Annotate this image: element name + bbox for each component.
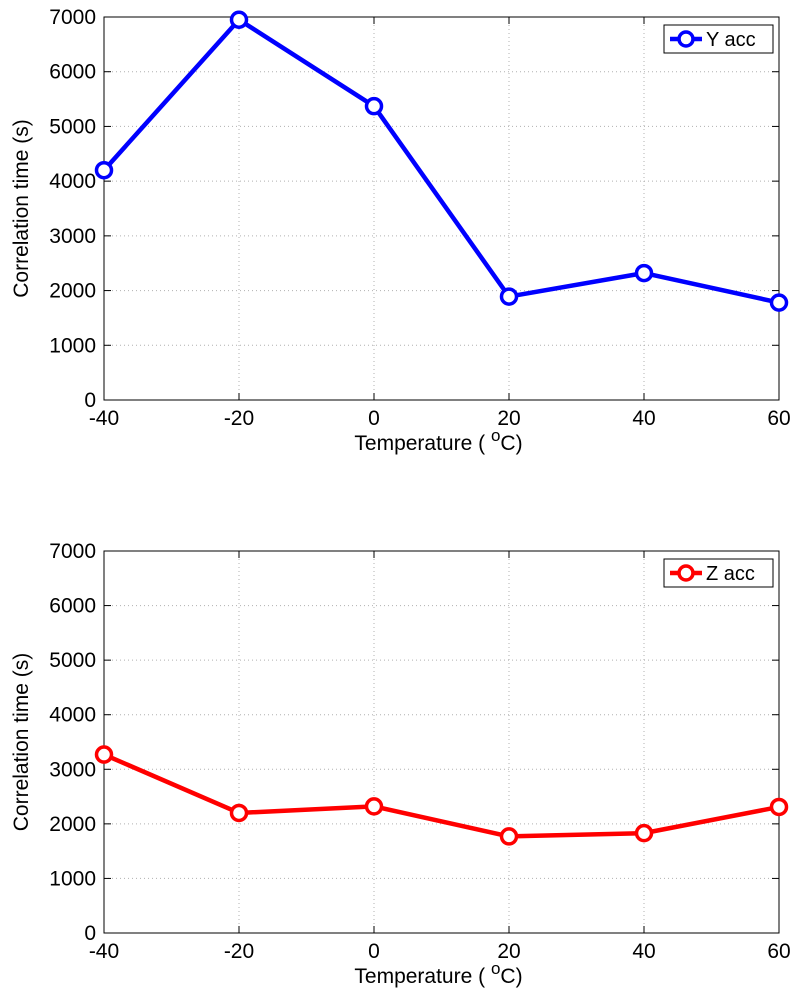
x-tick-label: -20: [224, 940, 254, 963]
legend-label: Y acc: [706, 29, 756, 51]
y-tick-label: 6000: [49, 595, 96, 618]
x-tick-label: 40: [632, 407, 655, 430]
data-point: [634, 823, 654, 843]
data-point: [499, 827, 519, 846]
legend: Z acc: [663, 558, 774, 588]
y-tick-label: 1000: [49, 867, 96, 890]
data-point: [364, 797, 384, 816]
y-tick-label: 4000: [49, 704, 96, 727]
data-point: [229, 10, 249, 29]
y-tick-label: 3000: [49, 758, 96, 781]
y-tick-label: 0: [84, 922, 96, 945]
y-tick-label: 2000: [49, 813, 96, 836]
y-tick-label: 6000: [49, 61, 96, 84]
data-point: [94, 745, 114, 764]
x-tick-label: 20: [497, 940, 520, 963]
chart-panel-1: -40 -20 0 20 40 60 0 1000 2000 3000 4000 5000 6000 70…: [10, 6, 791, 455]
data-point: [229, 803, 249, 823]
y-tick-label: 7000: [49, 6, 96, 29]
legend: Y acc: [663, 24, 774, 54]
chart-panel-2: -40 -20 0 20 40 60 0 1000 2000 3000 4000 5000 6000 70…: [10, 540, 791, 988]
x-tick-label: 60: [767, 407, 790, 430]
plot-area: [104, 551, 779, 933]
y-axis-label: Correlation time (s): [10, 653, 33, 832]
x-axis-label: Temperature ( oC): [354, 426, 522, 455]
y-tick-label: 5000: [49, 115, 96, 138]
series-line: [103, 752, 780, 839]
axes-box: [103, 16, 780, 401]
legend-marker: [677, 30, 695, 48]
y-tick-label: 3000: [49, 225, 96, 248]
x-tick-label: 20: [497, 407, 520, 430]
data-point: [634, 263, 654, 283]
axes-box: [103, 550, 780, 934]
data-point: [769, 293, 789, 312]
y-tick-label: 0: [84, 389, 96, 412]
x-tick-label: -40: [89, 940, 119, 963]
data-point: [364, 96, 384, 116]
y-tick-label: 1000: [49, 334, 96, 357]
data-point: [499, 287, 519, 306]
y-tick-label: 5000: [49, 649, 96, 672]
x-axis-label: Temperature ( oC): [354, 959, 522, 988]
y-tick-label: 7000: [49, 540, 96, 563]
x-tick-label: 0: [368, 407, 380, 430]
data-point: [94, 160, 114, 180]
x-tick-label: -20: [224, 407, 254, 430]
x-tick-label: -40: [89, 407, 119, 430]
y-axis-label: Correlation time (s): [10, 119, 33, 298]
y-tick-label: 4000: [49, 170, 96, 193]
series-line: [102, 17, 780, 305]
y-tick-label: 2000: [49, 280, 96, 303]
legend-marker: [677, 564, 695, 582]
x-tick-label: 60: [767, 940, 790, 963]
plot-area: [104, 17, 779, 400]
x-tick-label: 0: [368, 940, 380, 963]
legend-label: Z acc: [706, 563, 755, 585]
data-point: [769, 797, 789, 817]
x-tick-label: 40: [632, 940, 655, 963]
